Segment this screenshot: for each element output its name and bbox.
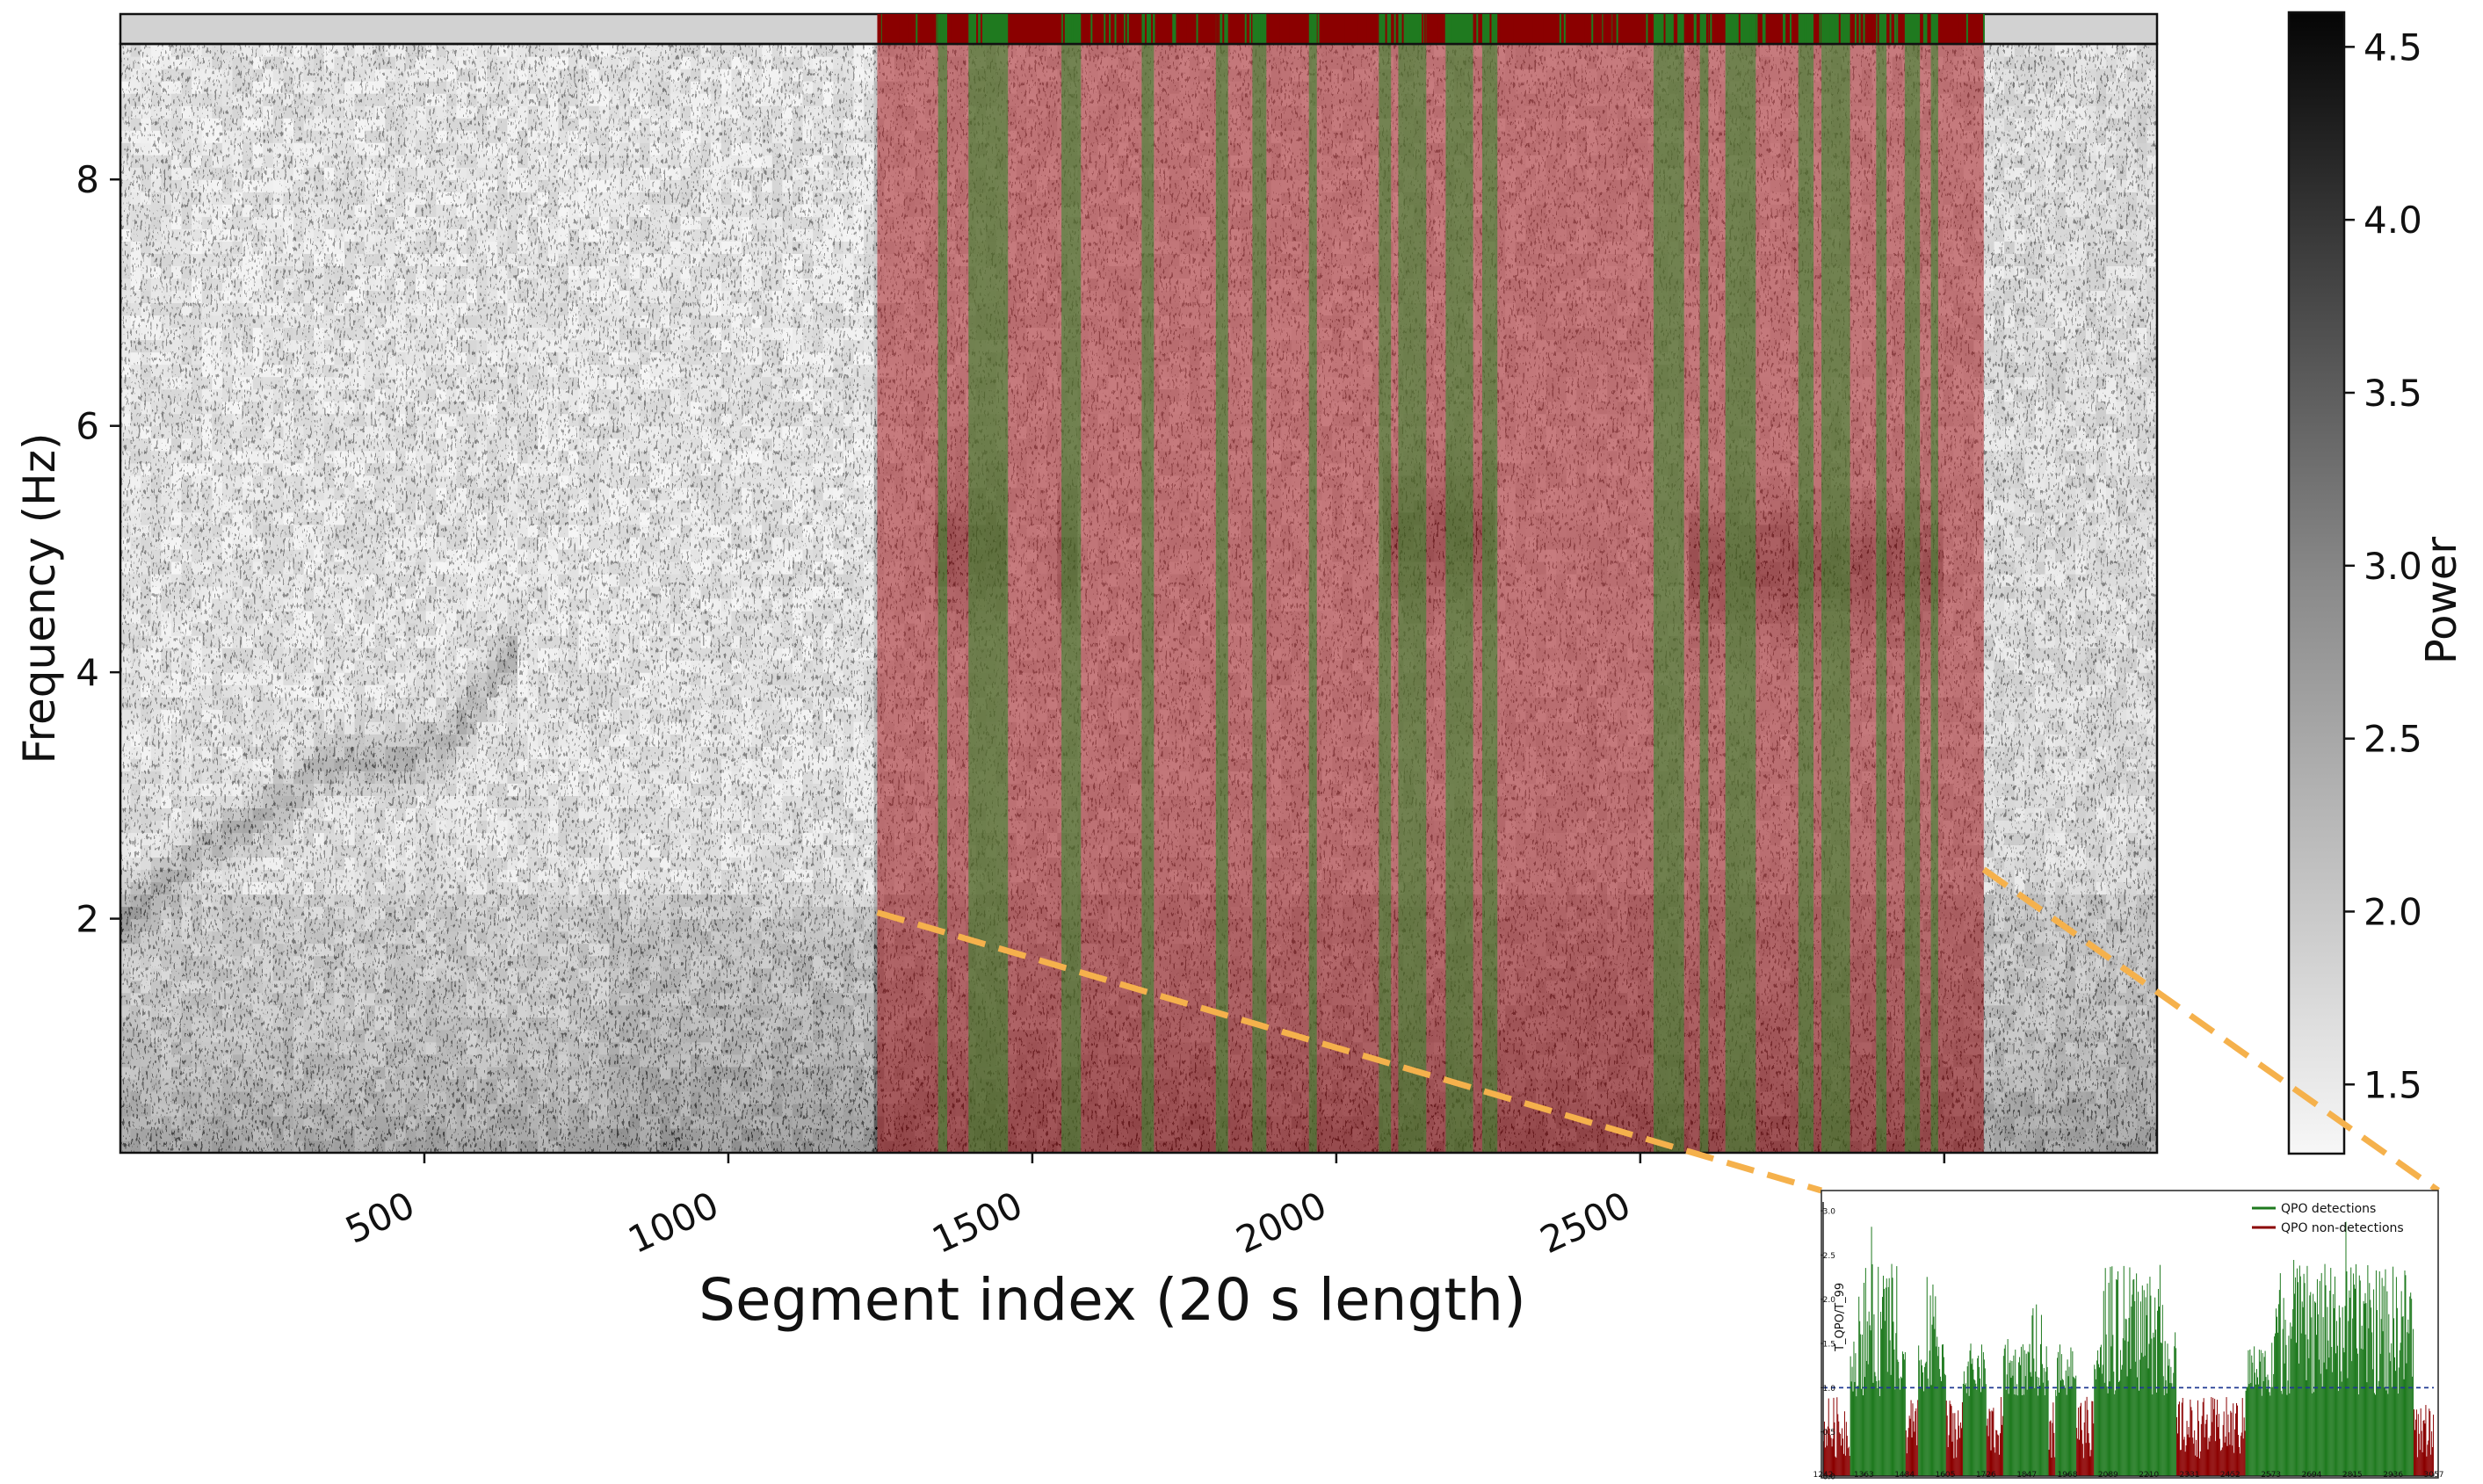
figure: 50010001500200025000 2468 Segment index … — [14, 11, 2466, 1482]
